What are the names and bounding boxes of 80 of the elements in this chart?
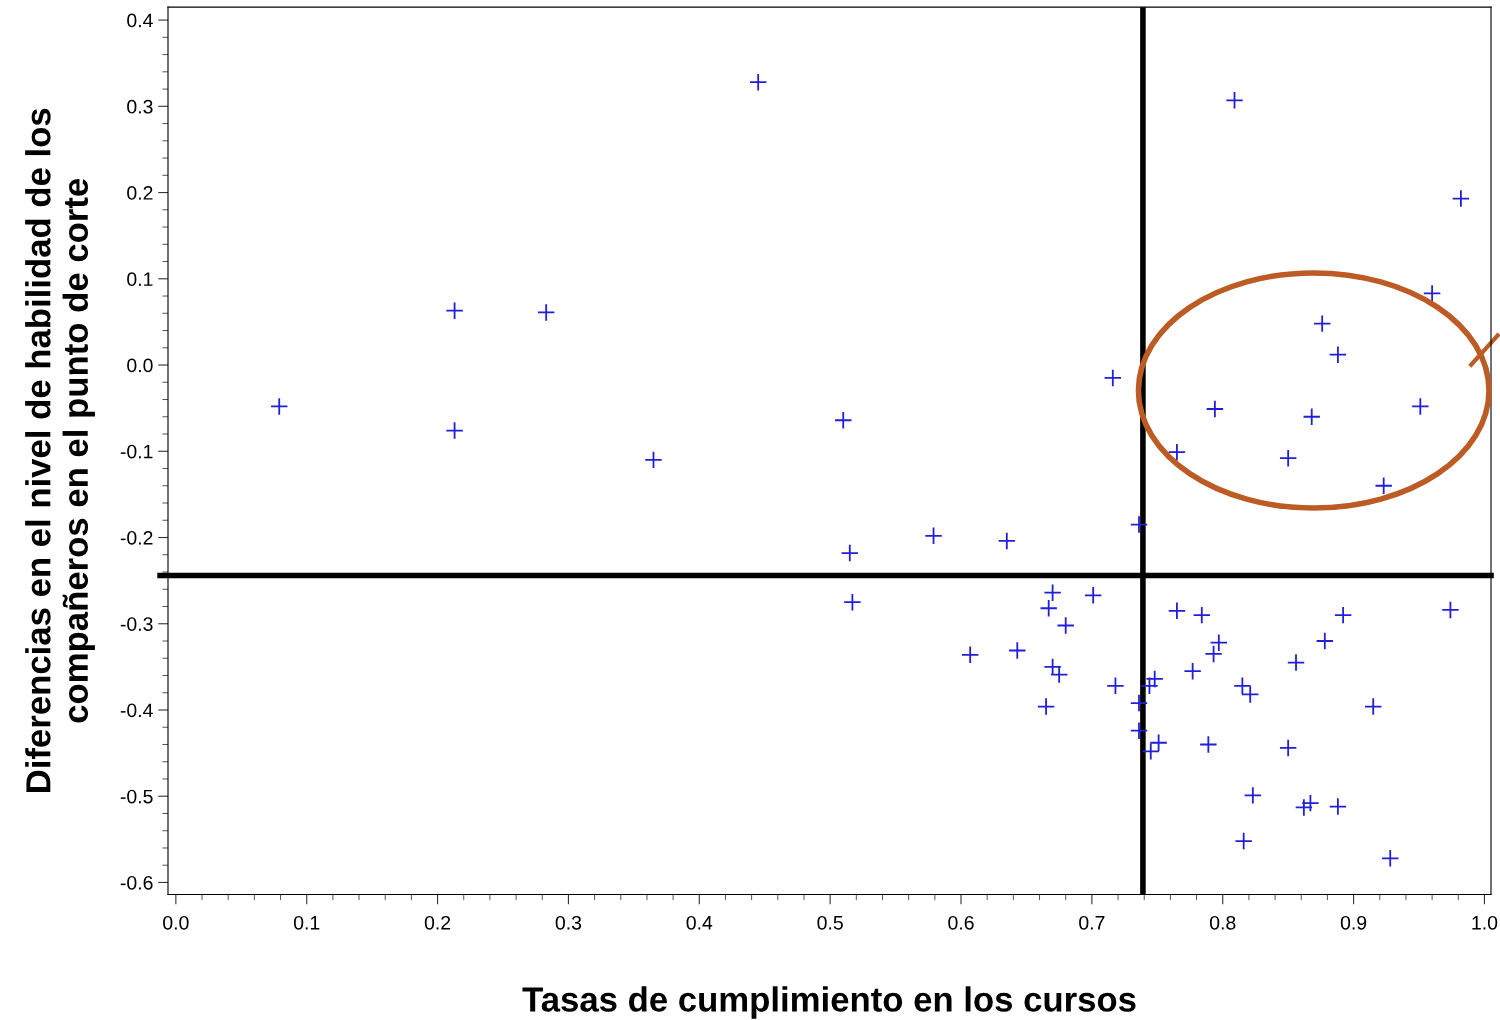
- point: [924, 526, 943, 545]
- point: [1056, 616, 1075, 635]
- point: [834, 411, 853, 430]
- point: [1167, 601, 1187, 620]
- point: [1315, 631, 1334, 651]
- point: [1199, 735, 1218, 754]
- point: [1129, 693, 1149, 713]
- point: [1328, 345, 1348, 364]
- y-tick-label: -0.3: [120, 617, 153, 631]
- x-tick-label: 0.4: [686, 915, 713, 930]
- y-axis-title: Diferencias en el nivel de habilidad de los compañeros en el punto de corte: [25, 108, 95, 792]
- y-tick-label: 0.2: [127, 186, 153, 200]
- x-axis-title: Tasas de cumplimiento en los cursos: [522, 986, 1136, 1019]
- y-tick-label: 0.0: [127, 358, 153, 373]
- point: [1205, 399, 1225, 419]
- x-tick-label: 0.3: [555, 915, 582, 930]
- point: [1103, 368, 1122, 388]
- point: [1334, 606, 1353, 625]
- x-tick-label: 0.6: [948, 915, 974, 930]
- point: [270, 397, 289, 416]
- point: [445, 301, 464, 320]
- point: [1313, 314, 1332, 333]
- point: [1036, 697, 1056, 716]
- point: [1451, 189, 1471, 208]
- y-tick-label: -0.6: [120, 875, 153, 890]
- point: [1301, 794, 1320, 813]
- point: [1294, 798, 1313, 817]
- y-tick-label: -0.5: [120, 789, 153, 804]
- point: [1008, 641, 1027, 660]
- y-tick-label: 0.3: [127, 99, 153, 114]
- x-tick-label: 0.5: [817, 915, 843, 930]
- point: [1233, 676, 1252, 695]
- point: [644, 450, 663, 470]
- point: [1106, 676, 1125, 695]
- y-tick-label: 0.1: [127, 272, 153, 287]
- point: [1183, 662, 1202, 681]
- point: [997, 531, 1016, 551]
- point: [1209, 633, 1228, 652]
- x-tick-label: 1.0: [1472, 915, 1498, 930]
- point: [1204, 644, 1223, 664]
- point: [1279, 449, 1298, 468]
- point: [1441, 600, 1460, 620]
- point: [1234, 831, 1253, 851]
- point: [1302, 407, 1321, 426]
- point: [1364, 697, 1383, 716]
- y-tick-label: 0.4: [127, 13, 153, 28]
- point: [961, 645, 980, 664]
- x-tick-label: 0.0: [163, 915, 189, 930]
- point: [843, 593, 862, 612]
- point: [1279, 738, 1298, 758]
- x-tick-label: 0.8: [1209, 915, 1236, 930]
- point: [1422, 284, 1442, 303]
- x-tick-label: 0.1: [293, 915, 320, 930]
- point: [1381, 849, 1400, 868]
- point: [1286, 653, 1306, 672]
- point: [1241, 685, 1260, 704]
- point: [1328, 797, 1348, 816]
- y-tick-label: -0.1: [120, 444, 153, 459]
- point: [1225, 91, 1244, 110]
- point: [1043, 583, 1062, 602]
- point: [1084, 586, 1103, 605]
- point: [1374, 476, 1393, 495]
- x-tick-label: 0.7: [1079, 915, 1105, 930]
- point: [1167, 443, 1187, 462]
- point: [1243, 786, 1262, 805]
- point: [1411, 397, 1430, 416]
- point: [537, 303, 556, 322]
- point: [1192, 606, 1211, 625]
- point: [1043, 657, 1062, 676]
- point: [1129, 515, 1149, 534]
- point: [1050, 665, 1069, 684]
- y-tick-label: -0.2: [120, 530, 153, 545]
- point: [749, 73, 768, 92]
- point: [840, 543, 859, 563]
- point: [1039, 599, 1058, 618]
- x-tick-label: 0.2: [424, 915, 451, 930]
- y-tick-label: -0.4: [120, 703, 153, 718]
- x-tick-label: 0.9: [1340, 915, 1367, 930]
- point: [445, 421, 464, 440]
- point: [1129, 721, 1149, 740]
